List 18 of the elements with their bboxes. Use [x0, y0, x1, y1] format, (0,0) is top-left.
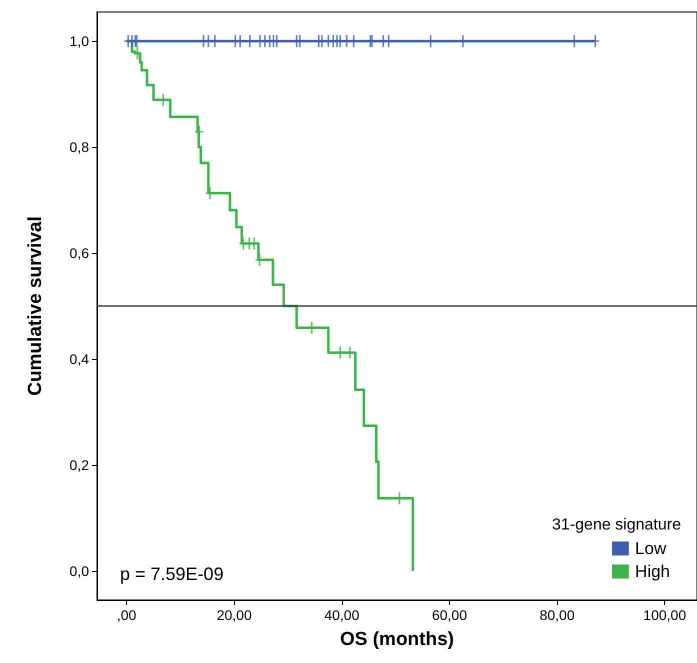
y-tick-label: 0,2	[70, 456, 90, 473]
x-tick-label: 40,00	[324, 607, 360, 623]
x-axis-title: OS (months)	[340, 629, 454, 650]
x-tick-label: ,00	[116, 607, 137, 623]
legend-label: Low	[635, 539, 667, 558]
x-tick-label: 100,00	[643, 607, 686, 623]
x-tick-label: 80,00	[540, 607, 575, 623]
legend-label: High	[635, 562, 670, 581]
x-tick-label: 20,00	[216, 607, 252, 623]
x-tick-label: 60,00	[432, 607, 468, 623]
y-tick-label: 0,8	[70, 139, 90, 156]
y-axis-title: Cumulative survival	[25, 216, 46, 396]
y-tick-label: 0,6	[70, 245, 90, 262]
y-tick-label: 0,0	[70, 562, 90, 579]
y-tick-label: 0,4	[70, 350, 90, 367]
annotation: p = 7.59E-09	[120, 564, 224, 584]
y-tick-label: 1,0	[70, 33, 90, 50]
legend-title: 31-gene signature	[552, 516, 682, 534]
